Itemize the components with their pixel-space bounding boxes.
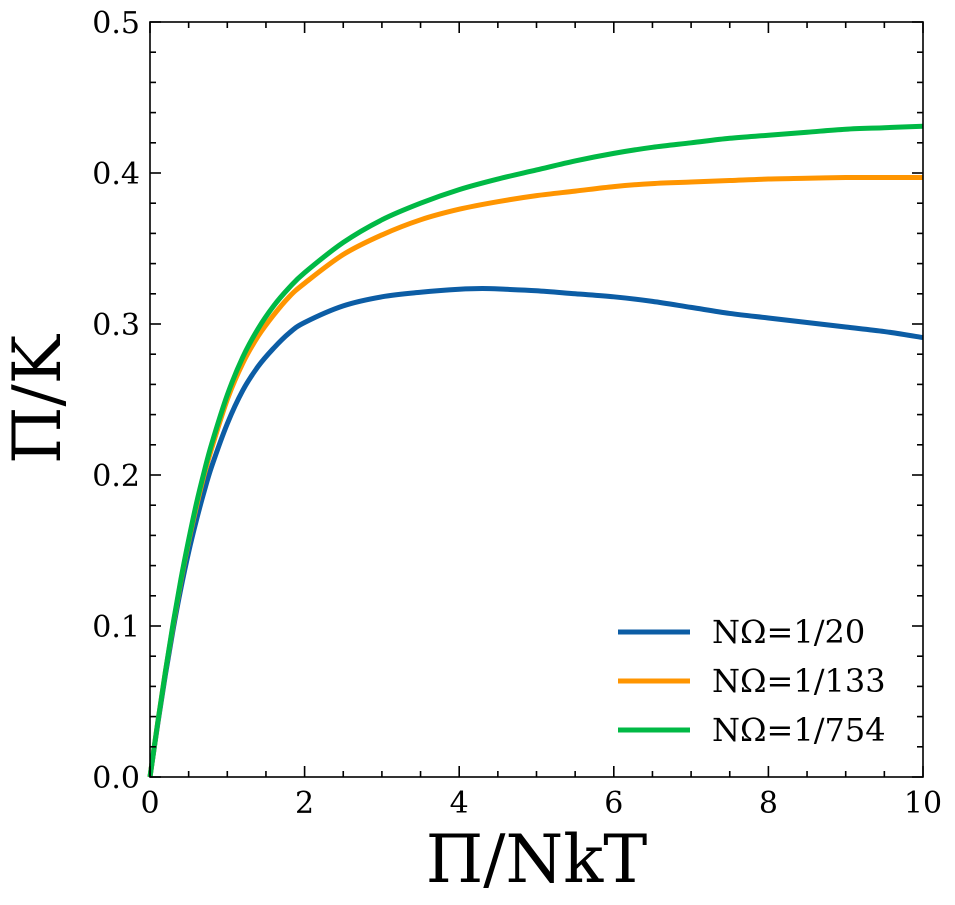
x-tick-label: 0: [140, 786, 159, 821]
x-tick-label: 4: [450, 786, 469, 821]
plot-frame: [149, 21, 924, 778]
y-tick-label: 0.3: [92, 308, 140, 343]
legend-label-3: NΩ=1/754: [712, 711, 886, 749]
x-tick-label: 10: [904, 786, 942, 821]
legend-label-1: NΩ=1/20: [712, 613, 865, 651]
x-tick-label: 2: [295, 786, 314, 821]
x-tick-label: 6: [604, 786, 623, 821]
ticks-layer: [149, 21, 924, 778]
x-tick-label: 8: [759, 786, 778, 821]
series-line-3: [147, 123, 924, 778]
tick-labels-layer: 0 2 4 6 8 10 0.0 0.1 0.2 0.3 0.4 0.5: [92, 6, 942, 821]
y-tick-label: 0.0: [92, 761, 140, 796]
legend-label-2: NΩ=1/133: [712, 662, 886, 700]
y-tick-label: 0.1: [92, 610, 140, 645]
series-line-1: [147, 286, 924, 778]
y-tick-label: 0.4: [92, 157, 140, 192]
legend: NΩ=1/20 NΩ=1/133 NΩ=1/754: [618, 613, 886, 749]
y-axis-label: Π/K: [0, 333, 76, 464]
y-tick-label: 0.2: [92, 459, 140, 494]
series-layer: [147, 123, 924, 778]
y-tick-label: 0.5: [92, 6, 140, 41]
x-axis-label: Π/NkT: [426, 821, 648, 898]
